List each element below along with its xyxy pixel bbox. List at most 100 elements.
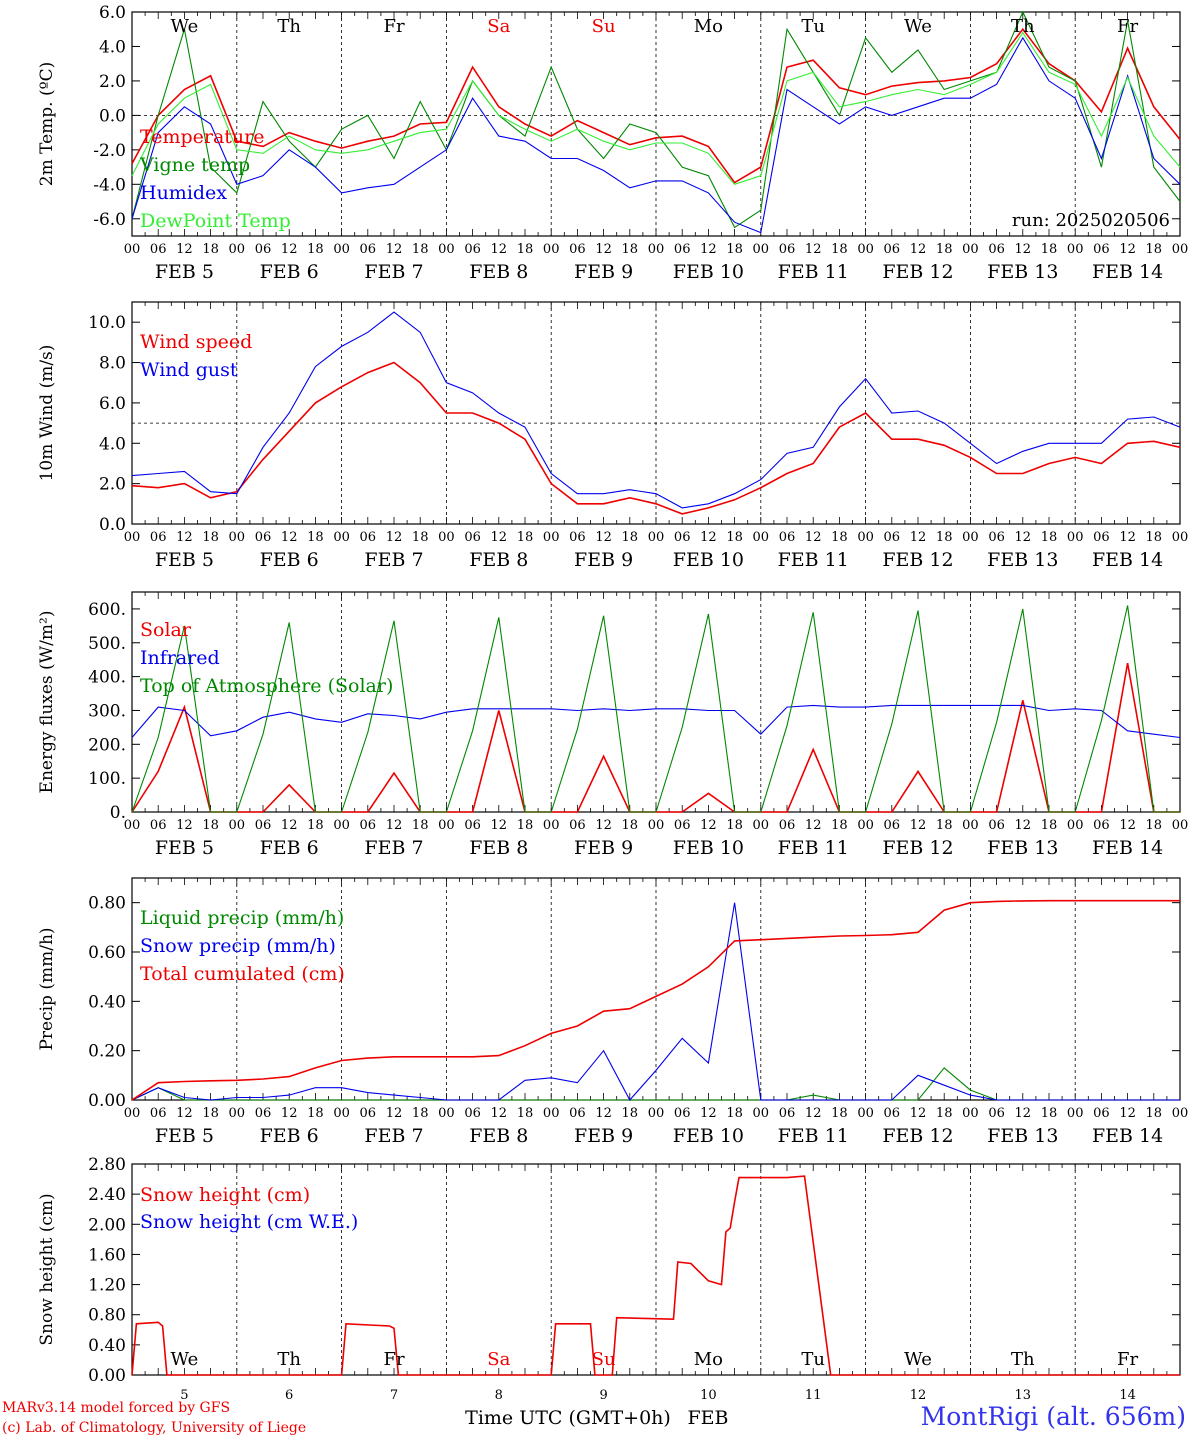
hour-tick-label: 06 [1093, 1106, 1110, 1121]
hour-tick-label: 00 [124, 242, 141, 257]
y-tick-label: 600. [88, 600, 126, 620]
series-line [131, 902, 1180, 1101]
hour-tick-label: 12 [1119, 530, 1136, 545]
hour-tick-label: 12 [1119, 818, 1136, 833]
hour-tick-label: 12 [595, 818, 612, 833]
hour-tick-label: 12 [805, 242, 822, 257]
hour-tick-label: 00 [229, 530, 246, 545]
hour-tick-label: 12 [700, 1106, 717, 1121]
hour-tick-label: 00 [438, 242, 455, 257]
hour-tick-label: 12 [386, 818, 403, 833]
date-label: FEB 5 [155, 1125, 214, 1147]
run-annotation: run: 2025020506 [1012, 210, 1170, 231]
hour-tick-label: 18 [1146, 242, 1163, 257]
hour-tick-label: 00 [648, 818, 665, 833]
legend-entry: Wind gust [140, 359, 238, 381]
hour-tick-label: 06 [360, 818, 377, 833]
hour-tick-label: 00 [124, 1106, 141, 1121]
y-tick-label: 0. [110, 803, 126, 823]
date-label: FEB 7 [364, 549, 423, 571]
y-axis-label: Snow height (cm) [37, 1193, 57, 1345]
y-tick-label: 8.0 [99, 354, 126, 374]
hour-tick-label: 06 [255, 530, 272, 545]
hour-tick-label: 06 [569, 530, 586, 545]
hour-tick-label: 00 [333, 818, 350, 833]
hour-tick-label: 06 [779, 818, 796, 833]
date-label: FEB 14 [1092, 1125, 1163, 1147]
y-tick-label: 0.40 [88, 1336, 126, 1356]
hour-tick-label: 18 [831, 818, 848, 833]
hour-tick-label: 18 [202, 818, 219, 833]
hour-tick-label: 12 [491, 1106, 508, 1121]
legend-entry: Solar [140, 619, 192, 641]
hour-tick-label: 06 [988, 818, 1005, 833]
date-label: FEB 12 [882, 1125, 953, 1147]
date-label: FEB 7 [364, 837, 423, 859]
hour-tick-label: 00 [1067, 1106, 1084, 1121]
hour-tick-label: 12 [700, 242, 717, 257]
hour-tick-label: 00 [962, 1106, 979, 1121]
legend-entry: Snow height (cm W.E.) [140, 1211, 358, 1233]
hour-tick-label: 00 [1172, 530, 1189, 545]
hour-tick-label: 06 [1093, 818, 1110, 833]
hour-tick-label: 06 [988, 242, 1005, 257]
hour-tick-label: 12 [910, 1106, 927, 1121]
y-axis-label: Energy fluxes (W/m²) [37, 611, 57, 794]
weekday-label: Mo [694, 1349, 723, 1370]
weekday-label: We [904, 1349, 932, 1370]
y-tick-label: 1.60 [88, 1245, 126, 1265]
x-axis-label: Time UTC (GMT+0h) [465, 1407, 671, 1429]
y-axis-label: 10m Wind (m/s) [37, 345, 57, 482]
weekday-label: Th [1011, 1349, 1035, 1370]
legend-entry: Liquid precip (mm/h) [140, 907, 344, 929]
hour-tick-label: 06 [150, 1106, 167, 1121]
hour-tick-label: 00 [648, 1106, 665, 1121]
hour-tick-label: 18 [517, 242, 534, 257]
hour-tick-label: 06 [360, 1106, 377, 1121]
hour-tick-label: 18 [936, 1106, 953, 1121]
hour-tick-label: 12 [176, 530, 193, 545]
y-tick-label: -6.0 [93, 210, 126, 230]
day-number-label: 12 [910, 1388, 927, 1403]
date-label: FEB 11 [778, 549, 849, 571]
y-tick-label: 0.00 [88, 1366, 126, 1386]
hour-tick-label: 12 [700, 818, 717, 833]
date-label: FEB 6 [260, 261, 319, 283]
hour-tick-label: 00 [438, 818, 455, 833]
hour-tick-label: 18 [622, 1106, 639, 1121]
legend-entry: Top of Atmosphere (Solar) [140, 675, 393, 697]
date-label: FEB 13 [987, 837, 1058, 859]
hour-tick-label: 06 [360, 530, 377, 545]
weekday-label: Fr [383, 1349, 404, 1370]
series-line [131, 704, 1181, 739]
legend-entry: Wind speed [140, 331, 252, 353]
date-label: FEB 12 [882, 549, 953, 571]
hour-tick-label: 06 [464, 1106, 481, 1121]
y-tick-label: -2.0 [93, 141, 126, 161]
hour-tick-label: 12 [281, 1106, 298, 1121]
y-tick-label: 2.80 [88, 1155, 126, 1175]
hour-tick-label: 18 [412, 818, 429, 833]
hour-tick-label: 00 [333, 1106, 350, 1121]
hour-tick-label: 00 [962, 818, 979, 833]
date-label: FEB 13 [987, 549, 1058, 571]
hour-tick-label: 12 [1015, 242, 1032, 257]
date-label: FEB 14 [1092, 549, 1163, 571]
y-tick-label: 0.20 [88, 1042, 126, 1062]
model-credit: MARv3.14 model forced by GFS [2, 1400, 231, 1416]
weekday-label: Th [1011, 16, 1035, 37]
hour-tick-label: 12 [910, 530, 927, 545]
hour-tick-label: 18 [1146, 530, 1163, 545]
hour-tick-label: 06 [674, 1106, 691, 1121]
hour-tick-label: 00 [333, 530, 350, 545]
legend-entry: Snow height (cm) [140, 1184, 310, 1206]
series-line [131, 10, 1181, 229]
date-label: FEB 14 [1092, 837, 1163, 859]
hour-tick-label: 12 [595, 242, 612, 257]
hour-tick-label: 12 [176, 242, 193, 257]
hour-tick-label: 18 [307, 818, 324, 833]
hour-tick-label: 18 [412, 530, 429, 545]
weekday-label: Su [592, 1349, 616, 1370]
date-label: FEB 11 [778, 837, 849, 859]
weekday-label: We [904, 16, 932, 37]
